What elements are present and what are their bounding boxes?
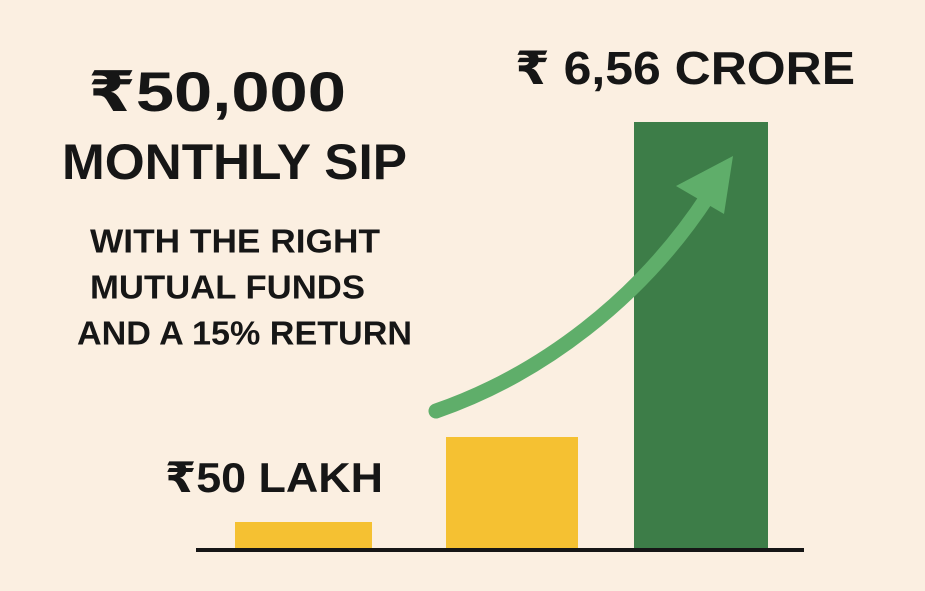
subtext-line: MUTUAL FUNDS	[90, 269, 365, 306]
end-label: ₹ 6,56 CRORE	[515, 42, 855, 94]
bar-small	[235, 522, 372, 549]
subtext-line: AND A 15% RETURN	[77, 315, 412, 352]
headline-label: MONTHLY SIP	[62, 134, 407, 190]
growth-arrow	[428, 188, 716, 419]
start-label: ₹50 LAKH	[165, 454, 383, 501]
bar-medium	[446, 437, 578, 549]
subtext-line: WITH THE RIGHT	[90, 223, 380, 260]
arrow-head	[676, 156, 733, 214]
headline-amount: ₹50,000	[88, 60, 346, 123]
